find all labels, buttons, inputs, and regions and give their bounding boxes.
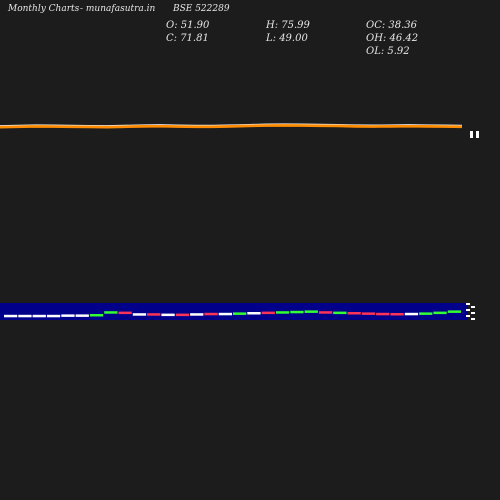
volume-edge-tick <box>471 306 475 308</box>
volume-bar <box>447 310 461 313</box>
volume-bar <box>275 311 290 314</box>
volume-bar <box>75 314 89 317</box>
volume-bar <box>132 313 147 316</box>
high-value: H: 75.99 <box>266 20 310 31</box>
volume-bar <box>261 311 275 315</box>
site-name: - munafasutra.in <box>80 4 156 14</box>
volume-bar <box>347 312 361 315</box>
volume-bar <box>233 312 247 315</box>
volume-bar <box>304 310 318 313</box>
volume-edge-tick <box>466 315 470 317</box>
volume-bar <box>376 312 390 316</box>
volume-bar <box>18 314 32 318</box>
volume-bar <box>419 312 433 315</box>
volume-bar <box>118 311 132 315</box>
chart-title: Monthly Charts <box>8 4 80 14</box>
volume-bar <box>433 311 447 315</box>
price-line <box>0 123 463 129</box>
open-value: O: 51.90 <box>166 20 210 31</box>
volume-bar <box>218 312 232 316</box>
volume-bar <box>204 312 218 316</box>
volume-bar <box>404 312 419 316</box>
volume-bar <box>61 314 75 317</box>
volume-edge-tick <box>466 309 470 311</box>
oh-value: OH: 46.42 <box>366 33 419 44</box>
volume-bar <box>161 313 175 317</box>
low-value: L: 49.00 <box>266 33 308 44</box>
ol-value: OL: 5.92 <box>366 46 410 57</box>
volume-edge-tick <box>471 312 475 314</box>
volume-bar <box>318 311 333 314</box>
volume-band <box>0 303 468 320</box>
volume-bar <box>104 311 118 314</box>
price-line-highlight <box>0 123 463 126</box>
oc-value: OC: 38.36 <box>366 20 418 31</box>
volume-bar <box>190 313 204 316</box>
volume-bar <box>89 314 104 317</box>
volume-bar <box>147 313 161 316</box>
volume-bar <box>46 314 61 318</box>
price-chart <box>0 123 479 138</box>
price-edge-mark-1 <box>476 131 479 138</box>
symbol-label: BSE 522289 <box>173 4 230 14</box>
volume-bar <box>290 310 304 314</box>
volume-edge-tick <box>466 303 470 305</box>
close-value: C: 71.81 <box>166 33 209 44</box>
volume-edge-tick <box>471 318 475 320</box>
volume-bar <box>333 311 347 315</box>
volume-bar <box>4 314 18 318</box>
volume-bar <box>361 312 376 315</box>
volume-bar <box>175 313 190 317</box>
volume-bar <box>390 313 404 316</box>
volume-bar <box>32 314 46 318</box>
price-edge-mark-0 <box>470 131 473 138</box>
volume-bar <box>247 312 261 315</box>
